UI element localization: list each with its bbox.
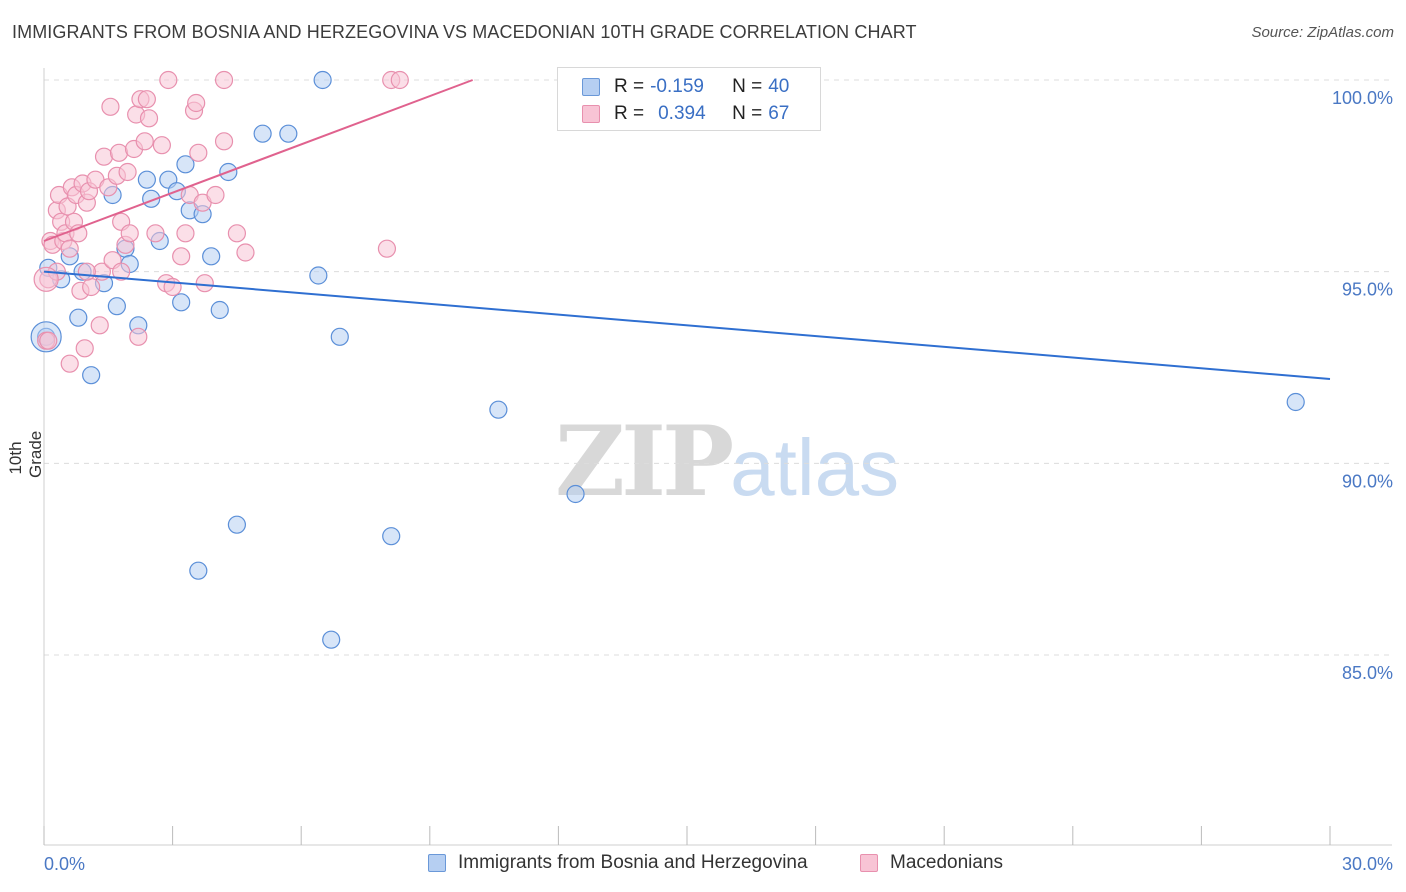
bosnia-trend-line	[43, 270, 1331, 380]
bosnia-point	[279, 124, 298, 143]
macedonians-point	[137, 90, 156, 109]
bosnia-point	[330, 327, 349, 346]
bosnia-point	[82, 366, 101, 385]
r-value: 0.394	[658, 103, 706, 124]
macedonians-point	[146, 224, 165, 243]
n-label: N =	[732, 76, 763, 97]
watermark-atlas: atlas	[730, 423, 900, 512]
n-value: 67	[768, 103, 790, 124]
trend-lines	[43, 79, 1331, 380]
macedonians-point	[118, 162, 137, 182]
y-tick-label: 100.0%	[1332, 88, 1393, 108]
x-tick-label-min: 0.0%	[44, 854, 85, 874]
macedonians-point	[112, 262, 131, 281]
n-value: 40	[768, 76, 790, 97]
macedonians-point	[101, 97, 120, 116]
bosnia-point	[202, 247, 221, 266]
n-label: N =	[732, 103, 763, 124]
stats-row-macedonians: R = 0.394 N = 67	[558, 102, 789, 126]
watermark: ZIPatlas	[555, 405, 899, 518]
macedonians-point	[189, 143, 208, 162]
y-tick-label: 85.0%	[1342, 663, 1393, 683]
macedonians-point	[120, 224, 139, 243]
r-value: -0.159	[650, 76, 704, 97]
bosnia-point	[176, 155, 195, 174]
macedonians-swatch	[582, 105, 600, 123]
macedonians-point	[236, 243, 255, 262]
legend-swatch-bosnia	[428, 854, 446, 872]
macedonians-point	[109, 143, 129, 162]
bosnia-point	[253, 124, 272, 143]
axes	[43, 68, 1392, 846]
bosnia-point	[172, 293, 191, 312]
macedonians-point	[227, 224, 246, 243]
macedonians-point	[94, 147, 114, 166]
bosnia-point	[566, 484, 585, 504]
r-label: R =	[614, 76, 645, 97]
tick-labels: 85.0% 90.0% 95.0% 100.0% 0.0% 30.0%	[44, 88, 1393, 874]
bosnia-point	[309, 266, 328, 285]
chart-title: IMMIGRANTS FROM BOSNIA AND HERZEGOVINA V…	[12, 22, 917, 42]
series-legend: Immigrants from Bosnia and Herzegovina M…	[0, 852, 1406, 876]
macedonians-point	[90, 316, 109, 335]
r-label: R =	[614, 103, 645, 124]
macedonians-point	[206, 185, 225, 205]
legend-item-macedonians[interactable]: Macedonians	[860, 852, 1003, 874]
bosnia-point	[313, 70, 332, 90]
macedonians-point	[159, 70, 178, 90]
series-macedonians-points	[33, 70, 409, 373]
bosnia-point	[107, 297, 126, 316]
macedonians-point	[60, 354, 79, 373]
macedonians-trend-line	[43, 79, 474, 242]
macedonians-point	[187, 93, 206, 113]
macedonians-point	[377, 239, 397, 258]
macedonians-point	[77, 262, 96, 281]
macedonians-point	[139, 109, 159, 128]
bosnia-point	[382, 527, 401, 546]
y-tick-label: 95.0%	[1342, 280, 1393, 300]
bosnia-point	[1286, 392, 1305, 412]
macedonians-point	[60, 239, 79, 258]
bosnia-point	[227, 515, 246, 534]
stats-legend: R = -0.159 N = 40 R = 0.394 N = 67	[557, 67, 821, 131]
macedonians-point	[75, 339, 94, 358]
macedonians-point	[390, 70, 409, 90]
y-tick-label: 90.0%	[1342, 471, 1393, 491]
bosnia-point	[69, 308, 88, 327]
macedonians-point	[152, 136, 171, 155]
source-label: Source: ZipAtlas.com	[1251, 24, 1394, 41]
macedonians-point	[82, 277, 101, 297]
macedonians-point	[214, 132, 234, 151]
macedonians-point	[176, 224, 195, 243]
stats-row-bosnia: R = -0.159 N = 40	[558, 75, 789, 99]
legend-label-bosnia: Immigrants from Bosnia and Herzegovina	[458, 852, 808, 873]
macedonians-point	[39, 331, 58, 350]
macedonians-point	[129, 327, 148, 346]
bosnia-point	[137, 170, 156, 189]
macedonians-point	[214, 70, 234, 90]
macedonians-point	[135, 132, 154, 151]
watermark-zip: ZIP	[555, 405, 734, 518]
bosnia-point	[189, 561, 208, 580]
legend-swatch-macedonians	[860, 854, 878, 872]
bosnia-swatch	[582, 78, 600, 96]
legend-label-macedonians: Macedonians	[890, 852, 1004, 873]
bosnia-point	[489, 400, 508, 419]
legend-item-bosnia[interactable]: Immigrants from Bosnia and Herzegovina	[428, 852, 808, 874]
macedonians-point	[172, 247, 191, 266]
bosnia-point	[210, 300, 229, 320]
series-bosnia-points	[30, 70, 1305, 649]
macedonians-point	[195, 274, 214, 293]
x-tick-label-max: 30.0%	[1342, 854, 1393, 874]
bosnia-point	[322, 630, 341, 649]
